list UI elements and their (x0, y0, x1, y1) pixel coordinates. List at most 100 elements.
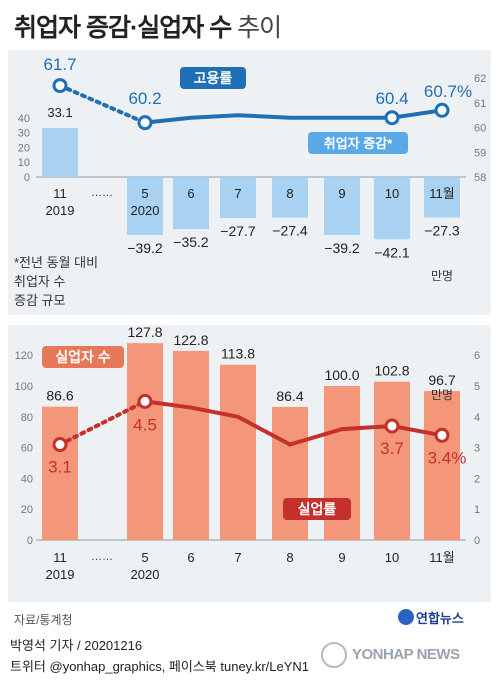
data-label: 86.4 (276, 388, 303, 404)
x-tick-label: 10 (385, 186, 399, 201)
note-text: 취업자 수 (14, 274, 65, 289)
legend-line-text: 고용률 (194, 70, 233, 86)
left-tick-label: 80 (21, 412, 33, 424)
left-tick-label: 0 (27, 535, 33, 547)
data-label: −27.4 (272, 223, 308, 239)
source-note: 자료/통계청 (14, 613, 73, 627)
legend-bar-text: 취업자 증감* (324, 136, 393, 151)
bar (42, 128, 78, 177)
left-tick-label: 20 (21, 504, 33, 516)
data-label: 122.8 (173, 332, 208, 348)
bar (127, 177, 163, 236)
data-label: −35.2 (173, 234, 209, 250)
left-tick-label: 40 (21, 473, 33, 485)
x-tick-label: 2020 (131, 567, 160, 582)
x-tick-label: 11 (53, 550, 67, 565)
bar (424, 391, 460, 540)
left-tick-label: 100 (15, 381, 33, 393)
bar (374, 177, 410, 240)
line-point (52, 437, 68, 453)
bar (127, 343, 163, 540)
data-label: −39.2 (324, 240, 360, 256)
right-tick-label: 58 (474, 172, 486, 184)
line-point (137, 115, 153, 131)
right-tick-label: 3 (474, 443, 480, 455)
note-text: 증감 규모 (14, 293, 65, 308)
x-tick-label: 5 (141, 550, 148, 565)
data-label: 113.8 (221, 346, 255, 362)
social-credit: 트위터 @yonhap_graphics, 페이스북 tuney.kr/LeYN… (10, 659, 310, 674)
watermark-icon (321, 642, 347, 668)
line-label: 60.4 (375, 89, 408, 108)
legend-line-box (180, 67, 246, 89)
data-label: 100.0 (324, 367, 359, 383)
legend-bar-box (42, 346, 124, 368)
x-tick-label: 11월 (429, 186, 454, 201)
bar (220, 364, 256, 540)
bar (220, 177, 256, 218)
legend-bar-text: 실업자 수 (55, 349, 111, 365)
right-tick-label: 59 (474, 147, 486, 159)
x-tick-label: 8 (286, 550, 293, 565)
bar (42, 406, 78, 540)
data-label: 86.6 (46, 388, 73, 404)
watermark: YONHAP NEWS (352, 646, 460, 663)
line-point (137, 393, 153, 409)
note-text: *전년 동월 대비 (14, 255, 98, 270)
line-label: 60.7% (424, 82, 472, 101)
x-tick-label: 10 (385, 550, 399, 565)
x-tick-label: 7 (234, 550, 241, 565)
line-label: 60.2 (128, 89, 161, 108)
byline: 박영석 기자 / 20201216 (10, 638, 143, 653)
right-tick-label: 1 (474, 504, 480, 516)
logo-icon (398, 609, 414, 625)
legend-bar-box (308, 132, 408, 154)
x-tick-label: 7 (234, 186, 241, 201)
gap-marker: …… (91, 187, 113, 199)
x-tick-label: 11 (53, 186, 67, 201)
line-point (434, 102, 450, 118)
legend-line-text: 실업률 (298, 501, 337, 517)
x-tick-label: 2019 (46, 567, 75, 582)
line-label: 3.1 (48, 458, 72, 477)
bar (272, 406, 308, 540)
dotted-connector (58, 83, 147, 125)
dotted-connector (58, 399, 147, 447)
gap-marker: …… (91, 551, 113, 563)
right-tick-label: 6 (474, 350, 480, 362)
line-label: 4.5 (133, 415, 157, 434)
x-tick-label: 6 (187, 550, 194, 565)
x-tick-label: 11월 (429, 550, 454, 565)
left-tick-label: 30 (18, 128, 30, 140)
title-sub: 추이 (237, 14, 282, 42)
bar (374, 381, 410, 540)
line-point (384, 418, 400, 434)
left-tick-label: 0 (24, 172, 30, 184)
data-label: 127.8 (127, 324, 162, 340)
left-tick-label: 10 (18, 157, 30, 169)
right-tick-label: 62 (474, 73, 486, 85)
x-tick-label: 9 (338, 550, 345, 565)
right-tick-label: 0 (474, 535, 480, 547)
data-label: −27.7 (220, 223, 256, 239)
unit-label: 만명 (431, 388, 453, 402)
legend-line-box (283, 498, 351, 520)
x-tick-label: 6 (187, 186, 194, 201)
bar (272, 177, 308, 218)
right-tick-label: 61 (474, 98, 486, 110)
x-tick-label: 8 (286, 186, 293, 201)
bar (173, 350, 209, 540)
data-label: −39.2 (127, 240, 163, 256)
line-label: 3.4% (428, 448, 467, 467)
bar (424, 177, 460, 218)
right-tick-label: 2 (474, 473, 480, 485)
x-tick-label: 2020 (131, 203, 160, 218)
x-tick-label: 5 (141, 186, 148, 201)
unit-label: 만명 (431, 269, 453, 283)
left-tick-label: 120 (15, 350, 33, 362)
page-title: 취업자 증감·실업자 수 추이 (14, 8, 282, 44)
data-label: −42.1 (374, 244, 410, 260)
yonhap-logo: 연합뉴스 (416, 611, 464, 626)
left-tick-label: 40 (18, 113, 30, 125)
